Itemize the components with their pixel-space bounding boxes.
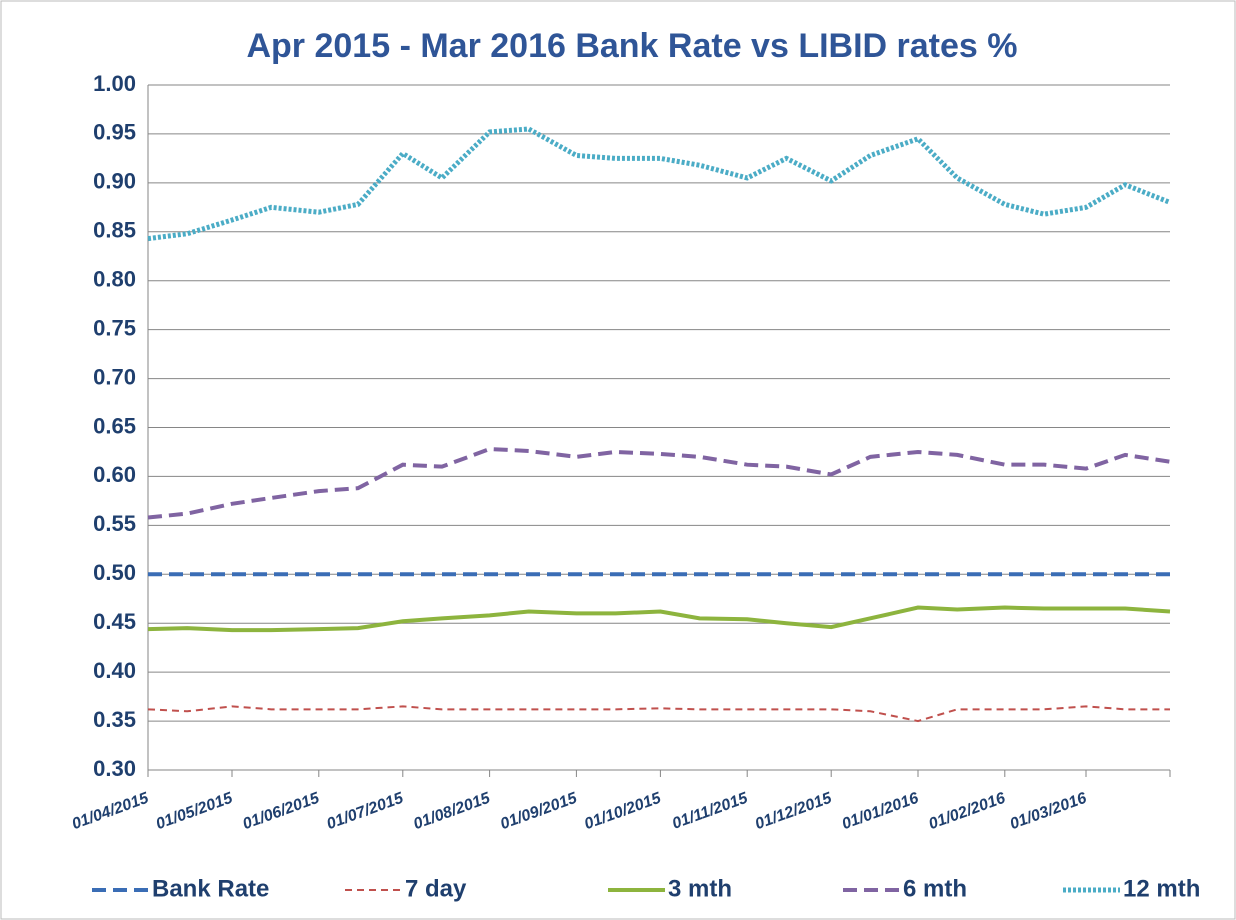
y-tick-label: 0.30 (93, 756, 136, 781)
series-line (147, 705, 1170, 723)
y-tick-label: 0.40 (93, 658, 136, 683)
series-line (147, 605, 1171, 633)
y-tick-label: 0.60 (93, 462, 136, 487)
y-tick-label: 0.65 (93, 413, 136, 438)
legend-label: 7 day (405, 875, 467, 902)
y-tick-label: 0.90 (93, 169, 136, 194)
y-tick-label: 0.55 (93, 511, 136, 536)
series-line (147, 126, 1171, 242)
y-tick-label: 1.00 (93, 71, 136, 96)
y-tick-label: 0.95 (93, 120, 136, 145)
y-tick-label: 0.45 (93, 609, 136, 634)
series-line (147, 447, 1171, 520)
y-tick-label: 0.50 (93, 560, 136, 585)
legend-label: 6 mth (903, 875, 967, 902)
y-tick-label: 0.80 (93, 267, 136, 292)
y-tick-label: 0.75 (93, 315, 136, 340)
legend-label: 3 mth (668, 875, 732, 902)
y-tick-label: 0.70 (93, 364, 136, 389)
legend-label: 12 mth (1123, 875, 1200, 902)
y-tick-label: 0.85 (93, 218, 136, 243)
legend-label: Bank Rate (152, 875, 269, 902)
y-tick-label: 0.35 (93, 707, 136, 732)
chart-title: Apr 2015 - Mar 2016 Bank Rate vs LIBID r… (246, 27, 1017, 65)
